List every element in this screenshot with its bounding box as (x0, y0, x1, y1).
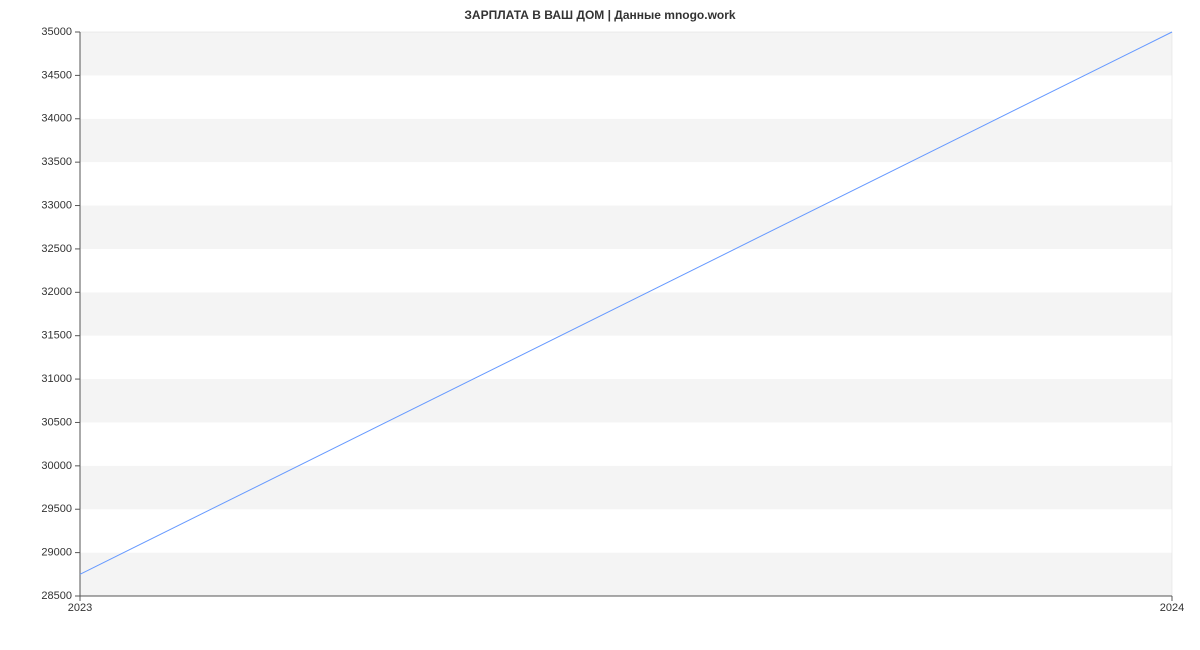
y-tick-label: 35000 (41, 26, 72, 38)
y-tick-label: 34500 (41, 69, 72, 81)
chart-svg: 28500 29000 29500 30000 30500 31000 31500 32000… (0, 0, 1200, 650)
x-tick-label: 2023 (68, 602, 92, 614)
y-tick-label: 31000 (41, 373, 72, 385)
grid-band (80, 509, 1172, 552)
grid-band (80, 422, 1172, 465)
y-tick-label: 32500 (41, 243, 72, 255)
grid-band (80, 466, 1172, 509)
grid-band (80, 379, 1172, 422)
grid-band (80, 32, 1172, 75)
y-tick-label: 31500 (41, 330, 72, 342)
line-chart: ЗАРПЛАТА В ВАШ ДОМ | Данные mnogo.work 2… (0, 0, 1200, 650)
grid-band (80, 553, 1172, 596)
y-tick-label: 30500 (41, 416, 72, 428)
y-tick-label: 33500 (41, 156, 72, 168)
y-tick-label: 29500 (41, 503, 72, 515)
grid-band (80, 249, 1172, 292)
grid-band (80, 162, 1172, 205)
y-tick-label: 28500 (41, 590, 72, 602)
y-tick-label: 34000 (41, 113, 72, 125)
grid-band (80, 119, 1172, 162)
y-tick-label: 29000 (41, 547, 72, 559)
x-tick-label: 2024 (1160, 602, 1184, 614)
grid-band (80, 336, 1172, 379)
grid-band (80, 292, 1172, 335)
y-tick-label: 32000 (41, 286, 72, 298)
y-tick-label: 30000 (41, 460, 72, 472)
grid-band (80, 75, 1172, 118)
grid-band (80, 206, 1172, 249)
y-tick-label: 33000 (41, 199, 72, 211)
